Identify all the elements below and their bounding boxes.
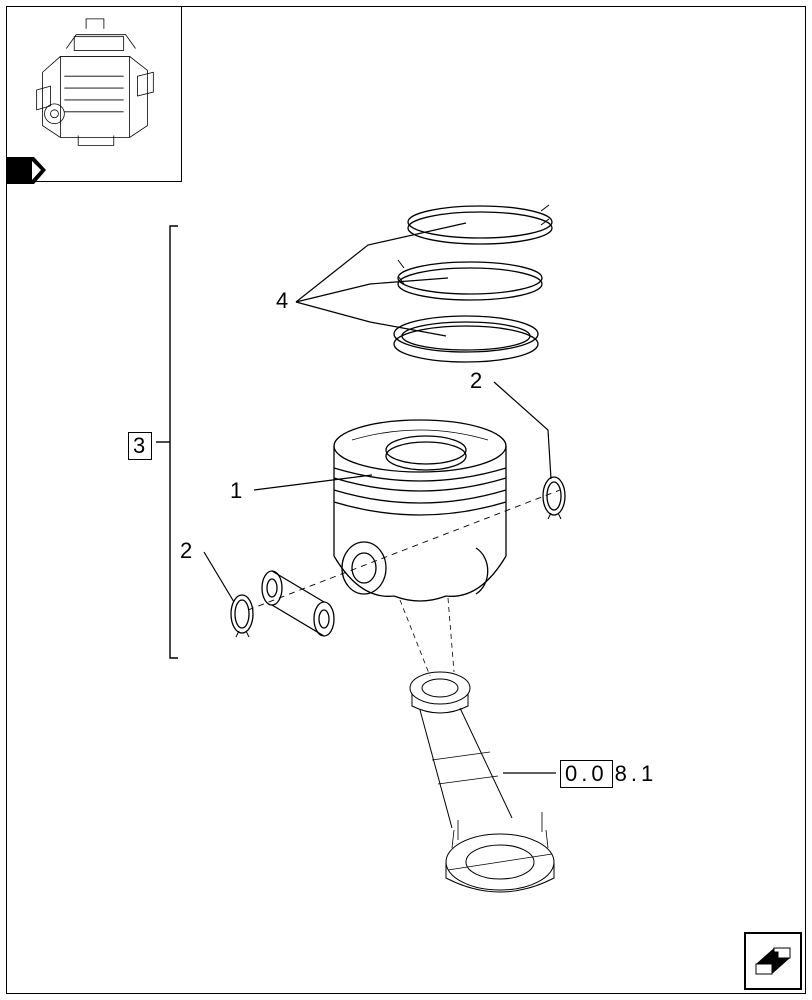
callout-4: 4 (276, 288, 290, 314)
callout-2-left: 2 (180, 538, 194, 564)
tab-indicator-icon (6, 156, 48, 186)
callout-1: 1 (230, 478, 244, 504)
callout-3: 3 (128, 432, 152, 460)
callout-2-right: 2 (470, 368, 484, 394)
bookmark-icon[interactable] (744, 932, 802, 990)
callout-ref: 0.08.1 (560, 760, 657, 788)
